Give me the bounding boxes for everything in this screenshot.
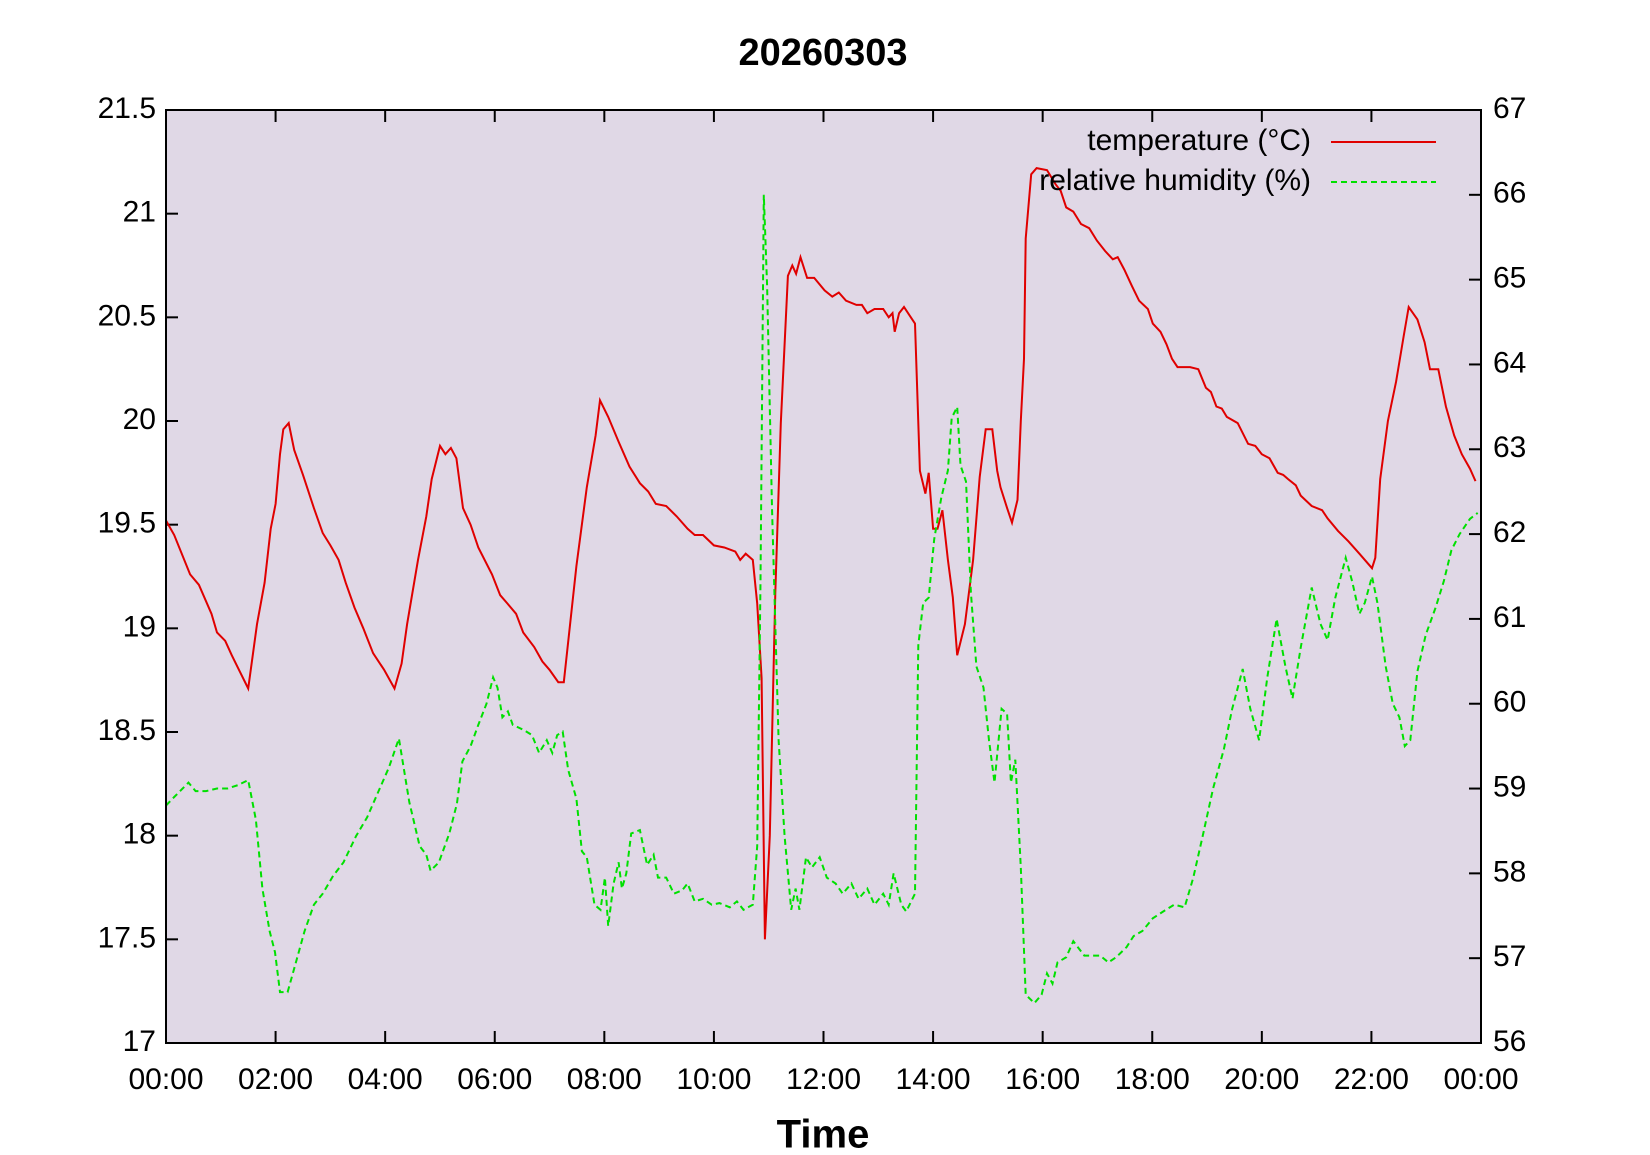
x-tick-label: 20:00 — [1224, 1063, 1299, 1096]
y-tick-label: 19 — [123, 610, 156, 643]
x-axis-label: Time — [777, 1113, 870, 1155]
y2-tick-label: 67 — [1493, 92, 1526, 125]
y-tick-label: 17 — [123, 1025, 156, 1058]
y-tick-label: 17.5 — [98, 921, 156, 954]
x-tick-label: 22:00 — [1334, 1063, 1409, 1096]
x-tick-label: 12:00 — [786, 1063, 861, 1096]
plot-area — [166, 110, 1481, 1043]
x-tick-label: 08:00 — [567, 1063, 642, 1096]
y2-tick-label: 65 — [1493, 262, 1526, 295]
y2-tick-label: 58 — [1493, 855, 1526, 888]
x-tick-label: 16:00 — [1005, 1063, 1080, 1096]
y2-tick-label: 60 — [1493, 686, 1526, 719]
series-line — [165, 194, 1479, 1005]
x-tick-label: 18:00 — [1115, 1063, 1190, 1096]
plot-frame — [165, 109, 1482, 1044]
x-tick-label: 02:00 — [238, 1063, 313, 1096]
y2-tick-label: 59 — [1493, 770, 1526, 803]
legend-label: temperature (°C) — [1087, 124, 1311, 157]
chart-title: 20260303 — [738, 32, 907, 74]
x-tick-label: 00:00 — [128, 1063, 203, 1096]
y-tick-label: 21.5 — [98, 92, 156, 125]
y-tick-label: 18 — [123, 818, 156, 851]
series-line — [165, 167, 1477, 940]
y2-tick-label: 63 — [1493, 431, 1526, 464]
y2-tick-label: 61 — [1493, 601, 1526, 634]
y2-tick-label: 64 — [1493, 346, 1526, 379]
x-tick-label: 00:00 — [1443, 1063, 1518, 1096]
legend-label: relative humidity (%) — [1039, 164, 1311, 197]
y-tick-label: 18.5 — [98, 714, 156, 747]
y-tick-label: 20.5 — [98, 299, 156, 332]
y-tick-label: 21 — [123, 196, 156, 229]
y2-tick-label: 57 — [1493, 940, 1526, 973]
x-tick-label: 04:00 — [348, 1063, 423, 1096]
x-tick-label: 06:00 — [457, 1063, 532, 1096]
y-tick-label: 19.5 — [98, 507, 156, 540]
y2-tick-label: 62 — [1493, 516, 1526, 549]
y-tick-label: 20 — [123, 403, 156, 436]
y2-tick-label: 56 — [1493, 1025, 1526, 1058]
x-tick-label: 14:00 — [896, 1063, 971, 1096]
x-tick-label: 10:00 — [676, 1063, 751, 1096]
y2-tick-label: 66 — [1493, 177, 1526, 210]
